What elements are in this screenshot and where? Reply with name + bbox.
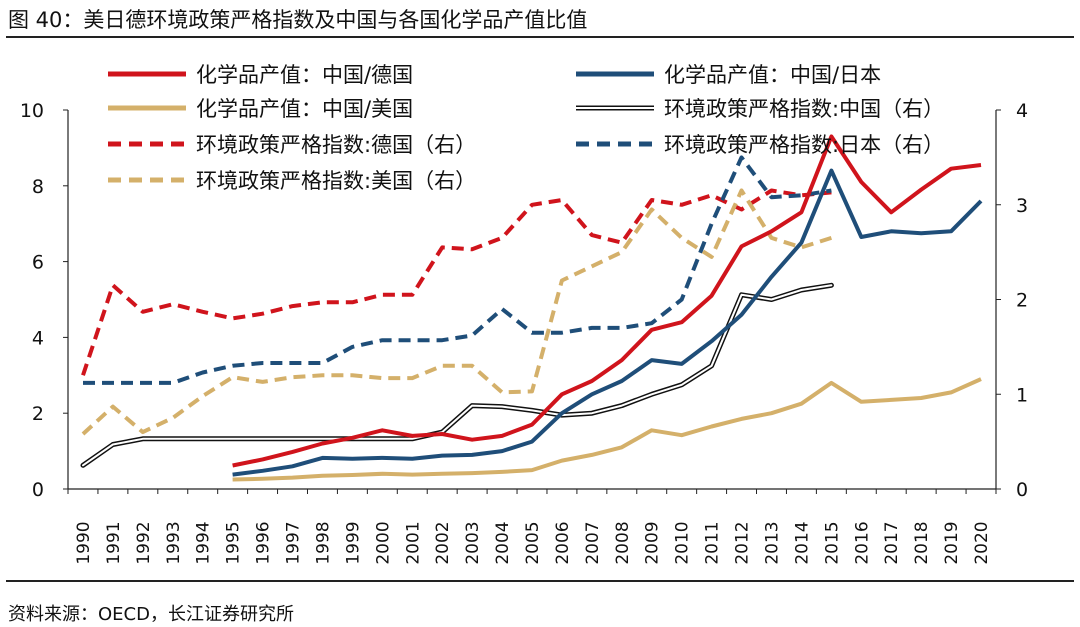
series-line-1 — [232, 134, 982, 468]
x-tick-label: 1998 — [313, 521, 333, 564]
legend-item-4: 环境政策严格指数:中国（右） — [576, 97, 944, 121]
figure-title: 图 40：美日德环境政策严格指数及中国与各国化学品产值比值 — [8, 8, 588, 32]
legend-item-5: 环境政策严格指数:德国（右） — [108, 133, 476, 157]
x-tick-label: 2012 — [733, 521, 753, 564]
x-tick-label: 1992 — [134, 521, 154, 564]
series-line-6 — [83, 155, 832, 385]
y-right-tick-label: 2 — [1016, 290, 1028, 312]
x-tick-label: 2000 — [373, 521, 393, 564]
legend-label: 环境政策严格指数:美国（右） — [196, 169, 476, 193]
series-line-path — [83, 155, 832, 385]
series-line-path — [81, 188, 833, 436]
series-line-7 — [81, 188, 833, 436]
x-tick-label: 2015 — [822, 521, 842, 564]
y-left-tick-label: 6 — [32, 252, 44, 274]
y-left-tick-label: 10 — [20, 100, 44, 122]
series-line-2 — [232, 168, 983, 477]
legend-label: 化学品产值：中国/日本 — [664, 63, 881, 87]
y-left-tick-label: 4 — [32, 327, 44, 349]
x-tick-label: 2003 — [463, 521, 483, 564]
series-line-inner — [82, 284, 833, 467]
legend-item-1: 化学品产值：中国/德国 — [108, 63, 413, 87]
x-tick-label: 2011 — [703, 521, 723, 564]
x-tick-label: 1994 — [194, 521, 214, 564]
x-tick-label: 2009 — [643, 521, 663, 564]
x-tick-label: 1996 — [254, 521, 274, 564]
x-tick-label: 2013 — [762, 521, 782, 564]
series-line-5 — [81, 188, 832, 376]
x-tick-label: 2017 — [882, 521, 902, 564]
legend-item-7: 环境政策严格指数:美国（右） — [108, 169, 476, 193]
x-tick-label: 1993 — [164, 521, 184, 564]
legend-label: 化学品产值：中国/美国 — [196, 97, 413, 121]
y-right-tick-label: 0 — [1016, 479, 1028, 501]
x-tick-label: 1999 — [343, 521, 363, 564]
series-lines — [80, 134, 983, 482]
legend-label: 环境政策严格指数:日本（右） — [664, 133, 944, 157]
x-tick-label: 2004 — [493, 521, 513, 564]
x-tick-label: 2005 — [523, 521, 543, 564]
x-tick-label: 2014 — [792, 521, 812, 564]
x-tick-label: 2002 — [433, 521, 453, 564]
y-left-tick-label: 0 — [32, 479, 44, 501]
x-tick-label: 2008 — [613, 521, 633, 564]
legend-item-6: 环境政策严格指数:日本（右） — [576, 133, 944, 157]
x-tick-label: 2010 — [673, 521, 693, 564]
source-rule — [6, 580, 1074, 582]
x-tick-label: 2001 — [403, 521, 423, 564]
x-tick-label: 2018 — [912, 521, 932, 564]
x-tick-label: 2016 — [852, 521, 872, 564]
y-right-tick-label: 4 — [1016, 100, 1028, 122]
x-tick-label: 2007 — [583, 521, 603, 564]
axes-layer: 0 2 4 6 8 10 0 1 2 3 4 1990 1991 1992 1993 1994 1995 1996… — [20, 100, 1028, 565]
y-right-tick-label: 3 — [1016, 195, 1028, 217]
x-tick-label: 1995 — [224, 521, 244, 564]
series-line-path — [81, 188, 832, 376]
x-tick-label: 2006 — [553, 521, 573, 564]
figure-source: 资料来源：OECD，长江证券研究所 — [8, 604, 294, 625]
series-line-4 — [80, 282, 834, 468]
y-left-tick-label: 2 — [32, 403, 44, 425]
legend-label: 环境政策严格指数:德国（右） — [196, 133, 476, 157]
title-rule — [6, 36, 1074, 38]
x-tick-label: 2019 — [942, 521, 962, 564]
x-tick-label: 1991 — [104, 521, 124, 564]
series-line-3 — [232, 377, 982, 482]
x-tick-label: 2020 — [972, 521, 992, 564]
y-right-tick-label: 1 — [1016, 384, 1028, 406]
legend-label: 环境政策严格指数:中国（右） — [664, 97, 944, 121]
y-left-tick-label: 8 — [32, 176, 44, 198]
legend-item-3: 化学品产值：中国/美国 — [108, 97, 413, 121]
legend-label: 化学品产值：中国/德国 — [196, 63, 413, 87]
series-line-path — [232, 134, 982, 468]
series-line-path — [232, 377, 982, 482]
x-tick-label: 1990 — [74, 521, 94, 564]
x-tick-label: 1997 — [284, 521, 304, 564]
series-line-path — [232, 168, 983, 477]
legend-item-2: 化学品产值：中国/日本 — [576, 63, 881, 87]
